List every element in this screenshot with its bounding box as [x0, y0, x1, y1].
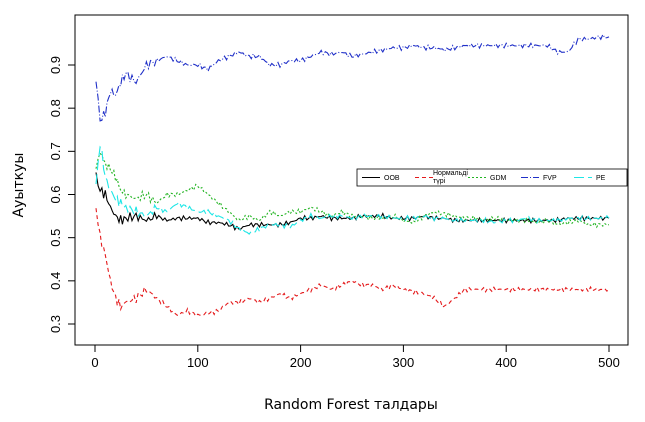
y-axis: 0.3 0.4 0.5 0.6 0.7 0.8 0.9	[48, 56, 76, 333]
y-tick-label: 0.6	[48, 185, 63, 203]
x-tick-label: 0	[91, 355, 98, 370]
legend-label: Нормальді түрі	[433, 169, 468, 185]
y-axis-title: Ауыткуы	[11, 153, 27, 218]
x-axis-title: Random Forest талдары	[264, 397, 438, 413]
y-tick-label: 0.5	[48, 229, 63, 247]
legend-label: GDM	[490, 175, 507, 182]
x-tick-label: 200	[290, 355, 312, 370]
x-tick-label: 300	[393, 355, 415, 370]
y-tick-label: 0.8	[48, 99, 63, 117]
series-line-pe	[95, 145, 610, 235]
y-tick-label: 0.4	[48, 272, 63, 290]
legend-label: PE	[596, 175, 606, 182]
y-tick-label: 0.3	[48, 315, 63, 333]
series-line-нормальді-түрі	[95, 208, 610, 317]
y-tick-label: 0.9	[48, 56, 63, 74]
y-tick-label: 0.7	[48, 142, 63, 160]
legend-label: FVP	[543, 175, 557, 182]
x-tick-label: 400	[495, 355, 517, 370]
legend-label: OOB	[384, 175, 400, 182]
legend-box	[356, 168, 628, 187]
x-tick-label: 500	[598, 355, 620, 370]
legend: OOB Нормальді түрі GDM FVP PE	[356, 168, 628, 187]
series-line-fvp	[95, 33, 610, 122]
x-tick-label: 100	[187, 355, 209, 370]
series-layer	[95, 33, 610, 317]
x-axis: 0 100 200 300 400 500	[91, 344, 620, 370]
